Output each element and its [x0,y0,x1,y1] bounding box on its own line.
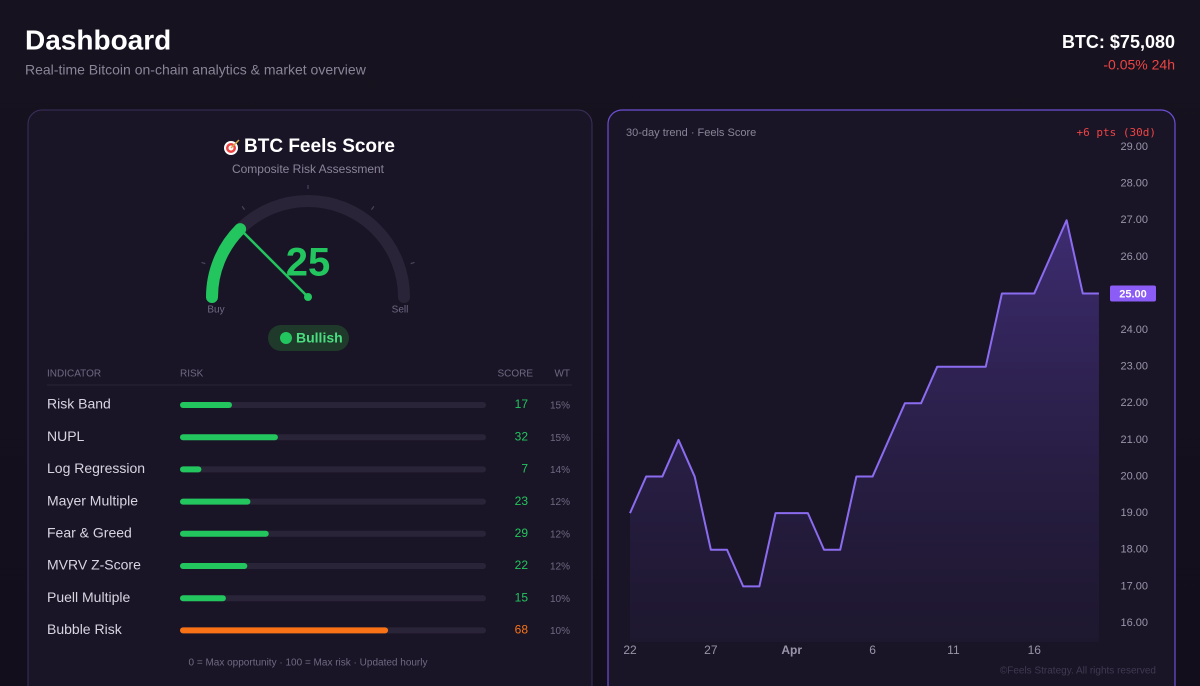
y-tick-label: 23.00 [1120,361,1148,373]
gauge-needle-tip [235,224,246,235]
x-tick-label: 16 [1028,643,1042,657]
chart-annotation: +6 pts (30d) [1077,126,1156,139]
y-tick-label: 18.00 [1120,544,1148,556]
y-tick-label: 20.00 [1120,470,1148,482]
risk-bar [180,563,248,569]
indicator-weight: 15% [550,433,570,444]
indicator-name: NUPL [47,428,85,444]
indicator-score: 68 [515,623,529,637]
y-tick-label: 22.00 [1120,397,1148,409]
y-tick-label: 21.00 [1120,434,1148,446]
table-footnote: 0 = Max opportunity · 100 = Max risk · U… [188,658,427,669]
score-panel [27,109,593,686]
risk-bar [180,595,226,602]
btc-price: BTC: $75,080 [1062,32,1175,52]
trend-line [629,219,1099,588]
indicator-weight: 10% [550,594,570,605]
indicator-name: MVRV Z-Score [47,557,141,573]
indicator-score: 15 [515,590,529,604]
indicator-weight: 14% [550,465,570,476]
indicator-name: Bubble Risk [47,621,123,637]
status-label: Bullish [296,330,343,346]
risk-bar [180,627,389,634]
indicator-weight: 12% [550,562,570,573]
indicator-weight: 12% [550,497,570,508]
gauge: 25 Buy Sell [201,185,415,316]
target-icon [224,139,240,155]
area-fill [630,220,1099,642]
indicator-score: 17 [515,397,529,411]
indicator-score: 22 [515,558,529,572]
x-tick-label: Apr [781,643,802,657]
gauge-fill [206,223,247,303]
indicator-name: Puell Multiple [47,589,130,605]
indicator-name: Risk Band [47,396,111,412]
risk-track [180,498,486,505]
gauge-needle [239,228,309,298]
risk-bar [180,434,278,441]
y-tick-label: 24.00 [1120,324,1148,336]
x-tick-label: 27 [704,643,718,657]
column-header: WT [554,369,570,380]
x-tick-label: 6 [869,643,876,657]
risk-bar [180,498,251,505]
trend-chart: 30-day trend · Feels Score +6 pts (30d) 16… [623,126,1156,657]
risk-bar [180,530,269,537]
status-dot [280,332,292,344]
risk-track [180,402,486,408]
risk-bar [180,402,233,408]
risk-track [180,466,486,473]
gauge-min-label: Buy [207,305,224,316]
chart-title: 30-day trend · Feels Score [626,127,756,139]
page-subtitle: Real-time Bitcoin on-chain analytics & m… [25,62,367,78]
indicator-score: 23 [515,494,529,508]
risk-bar [180,466,202,473]
risk-track [180,563,486,569]
value-label: 25.00 [1119,288,1147,300]
y-tick-label: 17.00 [1120,580,1148,592]
indicator-name: Log Regression [47,460,145,476]
indicator-score: 32 [515,429,529,443]
gauge-hub [304,293,312,301]
indicator-name: Fear & Greed [47,525,132,541]
x-tick-label: 11 [947,643,960,657]
y-tick-label: 28.00 [1120,178,1148,190]
y-tick-label: 16.00 [1120,617,1148,629]
gauge-tick [370,206,375,210]
gauge-max-label: Sell [392,305,409,316]
gauge-value: 25 [286,241,331,285]
y-tick-label: 26.00 [1120,251,1148,263]
gauge-tick [241,206,246,210]
value-badge [1110,285,1156,302]
y-tick-label: 27.00 [1120,214,1148,226]
btc-change: -0.05% 24h [1103,57,1175,73]
indicator-score: 29 [515,526,529,540]
indicator-table: INDICATOR RISK SCORE WT Risk Band 17 15% NUPL 32… [47,369,572,637]
x-tick-label: 22 [623,643,637,657]
gauge-tick [410,261,415,265]
indicator-score: 7 [521,462,528,476]
gauge-tick [201,261,206,265]
risk-track [180,595,486,602]
column-header: RISK [180,369,204,380]
indicator-weight: 12% [550,529,570,540]
indicator-name: Mayer Multiple [47,492,138,508]
column-header: INDICATOR [47,369,101,380]
copyright: ©Feels Strategy. All rights reserved [1000,666,1156,677]
status-pill [268,325,349,351]
y-tick-label: 19.00 [1120,507,1148,519]
indicator-weight: 10% [550,626,570,637]
column-header: SCORE [497,369,533,380]
score-subtitle: Composite Risk Assessment [232,162,385,176]
score-title: BTC Feels Score [244,136,395,157]
y-tick-label: 29.00 [1120,141,1148,153]
page-title: Dashboard [25,24,171,55]
indicator-weight: 15% [550,401,570,412]
